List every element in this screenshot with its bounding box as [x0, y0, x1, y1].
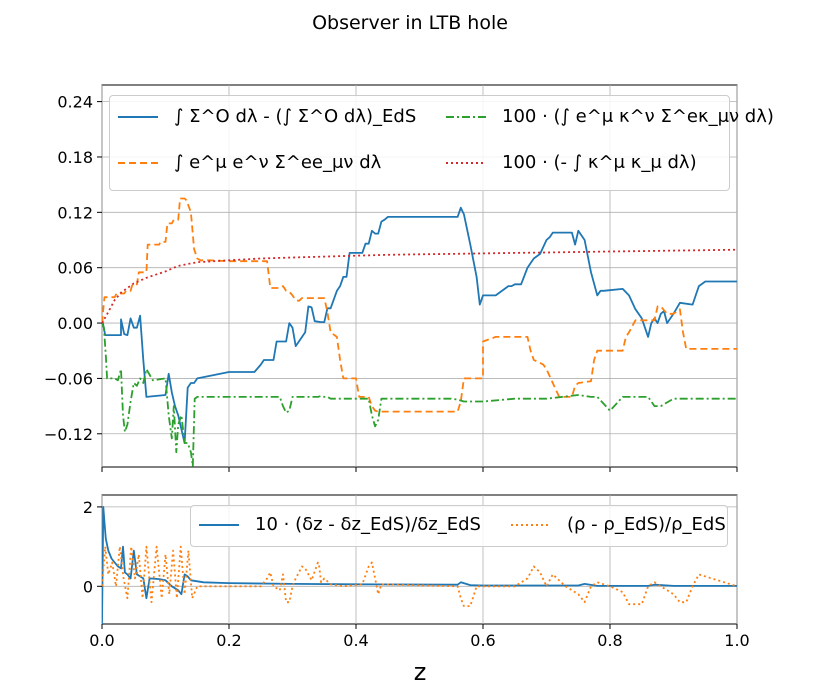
top-y-tick-label: 0.24	[57, 93, 93, 112]
top-panel-axes: −0.12 −0.06 0.00 0.06 0.12 0.18 0.24	[44, 93, 738, 472]
top-y-tick-label: 0.12	[57, 203, 93, 222]
figure-title: Observer in LTB hole	[312, 12, 508, 34]
x-axis-label: z	[414, 658, 427, 686]
bottom-y-tick-label: 0	[83, 577, 93, 596]
top-panel-series	[102, 197, 737, 467]
x-tick-label: 0.8	[597, 631, 622, 650]
legend-label-kappa: 100 · (- ∫ κ^μ κ_μ dλ)	[502, 152, 697, 173]
x-tick-label: 0.6	[470, 631, 495, 650]
legend-label-sigma-o: ∫ Σ^O dλ - (∫ Σ^O dλ)_EdS	[174, 106, 417, 127]
top-y-tick-label: −0.06	[44, 369, 93, 388]
top-y-tick-label: −0.12	[44, 425, 93, 444]
legend-entry-ee-shear: ∫ e^μ e^ν Σ^ee_μν dλ	[116, 152, 381, 173]
top-y-tick-label: 0.18	[57, 148, 93, 167]
legend-entry-kappa: 100 · (- ∫ κ^μ κ_μ dλ)	[444, 152, 697, 173]
legend-label-delta-z: 10 · (δz - δz_EdS)/δz_EdS	[255, 514, 481, 535]
legend-label-ek-shear: 100 · (∫ e^μ κ^ν Σ^eκ_μν dλ)	[502, 106, 774, 127]
top-y-tick-label: 0.06	[57, 259, 93, 278]
bottom-legend: 10 · (δz - δz_EdS)/δz_EdS (ρ - ρ_EdS)/ρ_…	[190, 505, 728, 547]
legend-entry-density: (ρ - ρ_EdS)/ρ_EdS	[509, 514, 726, 535]
top-series-line-2	[102, 322, 737, 467]
top-legend: ∫ Σ^O dλ - (∫ Σ^O dλ)_EdS ∫ e^μ e^ν Σ^ee…	[109, 95, 774, 191]
bottom-panel-axes: 0.0 0.2 0.4 0.6 0.8 1.0 0 2	[83, 498, 750, 650]
x-tick-label: 0.2	[216, 631, 241, 650]
legend-label-density: (ρ - ρ_EdS)/ρ_EdS	[567, 514, 726, 535]
top-series-line-3	[102, 248, 737, 324]
legend-entry-ek-shear: 100 · (∫ e^μ κ^ν Σ^eκ_μν dλ)	[444, 106, 774, 127]
top-y-tick-label: 0.00	[57, 314, 93, 333]
bottom-panel-series	[102, 505, 737, 624]
top-series-line-0	[102, 206, 737, 444]
x-tick-label: 0.4	[343, 631, 368, 650]
legend-label-ee-shear: ∫ e^μ e^ν Σ^ee_μν dλ	[174, 152, 382, 173]
x-tick-label: 0.0	[89, 631, 114, 650]
legend-entry-delta-z: 10 · (δz - δz_EdS)/δz_EdS	[197, 514, 481, 535]
legend-entry-sigma-o: ∫ Σ^O dλ - (∫ Σ^O dλ)_EdS	[116, 106, 416, 127]
bottom-y-tick-label: 2	[83, 498, 93, 517]
bottom-series-line-1	[102, 545, 737, 607]
top-series-line-1	[102, 197, 737, 413]
x-tick-label: 1.0	[724, 631, 749, 650]
